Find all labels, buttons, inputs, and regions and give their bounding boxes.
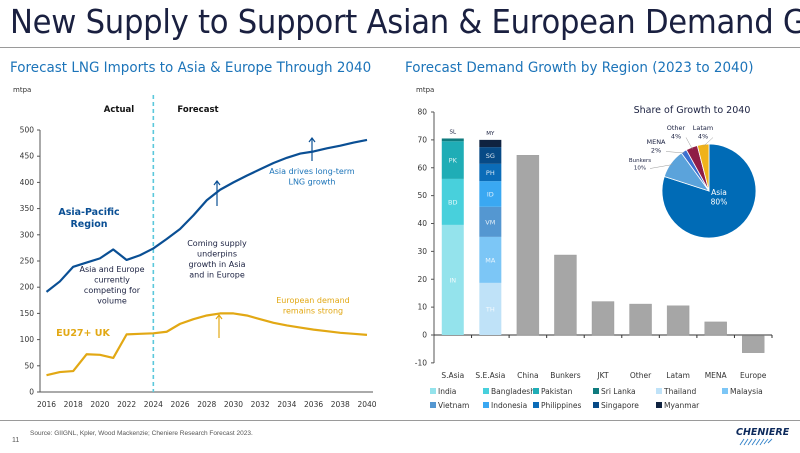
- pie-label-name: Bunkers: [629, 158, 651, 164]
- footer-divider: [0, 420, 800, 421]
- pie-label-value: 80%: [711, 198, 728, 207]
- source-note: Source: GIIGNL, Kpler, Wood Mackenzie; C…: [30, 430, 253, 437]
- cheniere-logo: CHENIERE: [736, 426, 792, 453]
- page-number: 11: [12, 437, 19, 444]
- cheniere-logo-icon: CHENIERE: [736, 426, 792, 448]
- pie-label-name: MENA: [646, 138, 666, 146]
- logo-text: CHENIERE: [736, 427, 790, 438]
- pie-label-value: 10%: [634, 166, 646, 172]
- pie-label-name: Latam: [693, 124, 713, 132]
- pie-label-value: 4%: [671, 133, 681, 141]
- pie-label-name: Other: [667, 124, 686, 132]
- pie-title: Share of Growth to 2040: [634, 105, 751, 116]
- pie-label-value: 4%: [698, 133, 708, 141]
- pie-leader-line: [686, 138, 692, 150]
- pie-label-value: 2%: [651, 147, 661, 155]
- pie-label-bunkers: Bunkers 10%: [629, 158, 651, 172]
- pie-label-name: Asia: [711, 188, 727, 197]
